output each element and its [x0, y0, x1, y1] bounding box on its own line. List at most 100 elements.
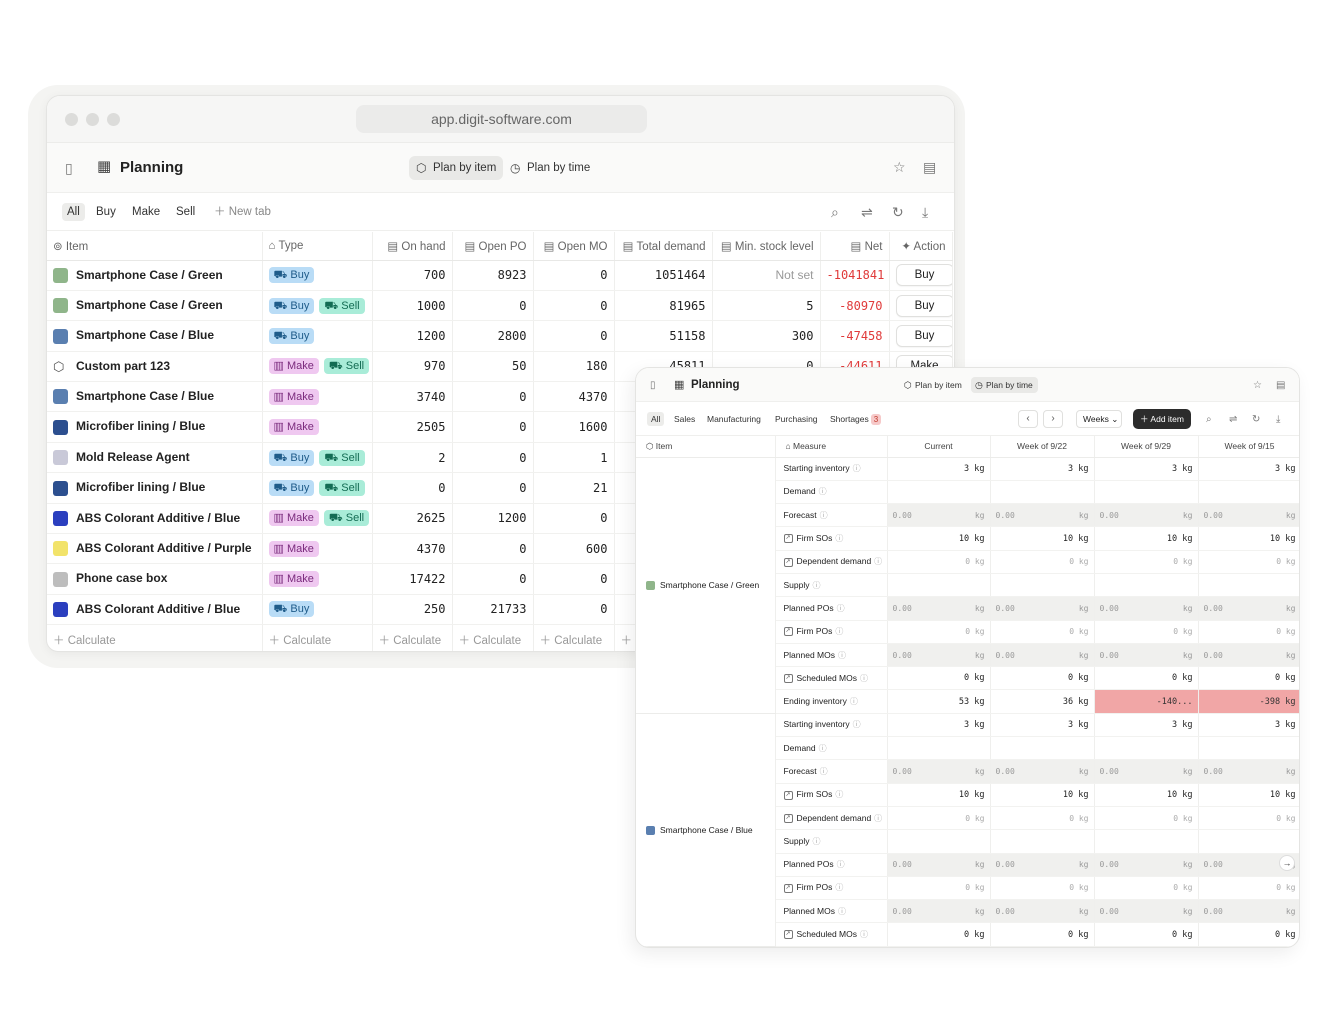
info-icon[interactable]: ⓘ — [859, 930, 868, 940]
action-button[interactable]: Buy — [895, 294, 951, 317]
arrow-right-icon[interactable]: → — [1279, 855, 1295, 871]
info-icon[interactable]: ⓘ — [835, 627, 844, 637]
period-select[interactable]: Weeks ⌄ — [1076, 410, 1122, 428]
link-icon[interactable]: ↗ — [783, 930, 793, 940]
calculate-cell[interactable]: ＋ Calculate — [262, 624, 373, 651]
item-cell[interactable]: Smartphone Case / Green — [47, 290, 263, 322]
add-item-button[interactable]: ＋ Add item — [1133, 409, 1191, 429]
column-header-3[interactable]: Week of 9/22 — [990, 436, 1095, 458]
download-icon[interactable]: ⤓ — [1276, 414, 1281, 425]
filter-icon[interactable]: ⇌ — [861, 204, 873, 220]
info-icon[interactable]: ⓘ — [852, 464, 861, 474]
column-header-min-stock-level[interactable]: ▤ Min. stock level — [712, 232, 821, 261]
column-header-type[interactable]: ⌂ Type — [262, 232, 373, 261]
book-icon[interactable]: ▤ — [923, 159, 937, 175]
group-item-cell[interactable]: Smartphone Case / Blue — [636, 713, 776, 947]
action-button[interactable]: Buy — [895, 264, 951, 287]
star-icon[interactable]: ☆ — [1253, 380, 1262, 391]
column-header-on-hand[interactable]: ▤ On hand — [372, 232, 453, 261]
column-header-5[interactable]: Week of 9/15 — [1198, 436, 1299, 458]
plan-by-time-toggle[interactable]: ◷ Plan by time — [971, 377, 1038, 393]
plan-by-time-toggle[interactable]: ◷ Plan by time — [503, 156, 597, 180]
link-icon[interactable]: ↗ — [783, 813, 793, 823]
tab-manufacturing[interactable]: Manufacturing — [707, 414, 761, 424]
tab-all[interactable]: All — [647, 412, 665, 426]
item-cell[interactable]: Smartphone Case / Green — [47, 260, 263, 291]
tab-sales[interactable]: Sales — [674, 414, 696, 424]
column-header-4[interactable]: Week of 9/29 — [1094, 436, 1199, 458]
calculate-cell[interactable]: ＋ Calculate — [372, 624, 453, 651]
item-cell[interactable]: ⬡ Custom part 123 — [47, 351, 263, 383]
link-icon[interactable]: ↗ — [783, 674, 793, 684]
download-icon[interactable]: ⤓ — [922, 204, 929, 220]
column-header-open-mo[interactable]: ▤ Open MO — [533, 232, 615, 261]
tab-all[interactable]: All — [62, 203, 85, 221]
column-header-action[interactable]: ✦ Action — [889, 232, 953, 261]
window-close-dot[interactable] — [65, 113, 78, 126]
column-header-1[interactable]: ⌂ Measure — [775, 436, 888, 458]
refresh-icon[interactable]: ↻ — [1252, 414, 1261, 425]
link-icon[interactable]: ↗ — [783, 883, 793, 893]
info-icon[interactable]: ⓘ — [818, 743, 827, 753]
column-header-open-po[interactable]: ▤ Open PO — [452, 232, 534, 261]
calculate-cell[interactable]: ＋ Calculate — [533, 624, 615, 651]
item-cell[interactable]: Phone case box — [47, 563, 263, 595]
info-icon[interactable]: ⓘ — [836, 603, 845, 613]
link-icon[interactable]: ↗ — [783, 790, 793, 800]
search-icon[interactable]: ⌕ — [831, 204, 839, 220]
table-row[interactable]: Smartphone Case / Green ⛟ Buy 700 8923 0 1051… — [47, 260, 953, 291]
item-cell[interactable]: Microfiber lining / Blue — [47, 411, 263, 443]
item-cell[interactable]: ABS Colorant Additive / Purple — [47, 533, 263, 565]
info-icon[interactable]: ⓘ — [812, 580, 821, 590]
info-icon[interactable]: ⓘ — [852, 720, 861, 730]
filter-icon[interactable]: ⇌ — [1229, 414, 1238, 425]
prev-period-button[interactable]: ‹ — [1018, 410, 1038, 428]
shortage-cell[interactable]: -398 kg — [1198, 689, 1299, 714]
table-row[interactable]: Smartphone Case / Blue ⛟ Buy 1200 2800 0 5115… — [47, 320, 953, 352]
tab-purchasing[interactable]: Purchasing — [775, 414, 818, 424]
group-item-cell[interactable]: Smartphone Case / Green — [636, 457, 776, 714]
tab-buy[interactable]: Buy — [96, 206, 116, 218]
new-tab-button[interactable]: ＋ New tab — [209, 203, 276, 221]
info-icon[interactable]: ⓘ — [836, 860, 845, 870]
sidebar-toggle-icon[interactable]: ▯ — [650, 380, 656, 391]
column-header-item[interactable]: ⊚ Item — [47, 232, 263, 261]
calculate-cell[interactable]: ＋ Calculate — [452, 624, 534, 651]
column-header-2[interactable]: Current — [887, 436, 991, 458]
table-row[interactable]: Smartphone Case / Green ⛟ Buy ⛟ Sell 1000 0 0… — [47, 290, 953, 322]
item-cell[interactable]: Mold Release Agent — [47, 442, 263, 474]
info-icon[interactable]: ⓘ — [874, 557, 883, 567]
plan-by-item-toggle[interactable]: ⬡ Plan by item — [409, 156, 504, 180]
plan-by-item-toggle[interactable]: ⬡ Plan by item — [900, 377, 967, 393]
window-maximize-dot[interactable] — [107, 113, 120, 126]
next-period-button[interactable]: › — [1043, 410, 1063, 428]
info-icon[interactable]: ⓘ — [838, 650, 846, 660]
info-icon[interactable]: ⓘ — [835, 790, 844, 800]
tab-shortages[interactable]: Shortages 3 — [826, 412, 885, 426]
url-bar[interactable]: app.digit-software.com — [356, 105, 647, 133]
info-icon[interactable]: ⓘ — [812, 836, 821, 846]
link-icon[interactable]: ↗ — [783, 557, 793, 567]
info-icon[interactable]: ⓘ — [819, 510, 828, 520]
column-header-0[interactable]: ⬡ Item — [636, 436, 776, 458]
